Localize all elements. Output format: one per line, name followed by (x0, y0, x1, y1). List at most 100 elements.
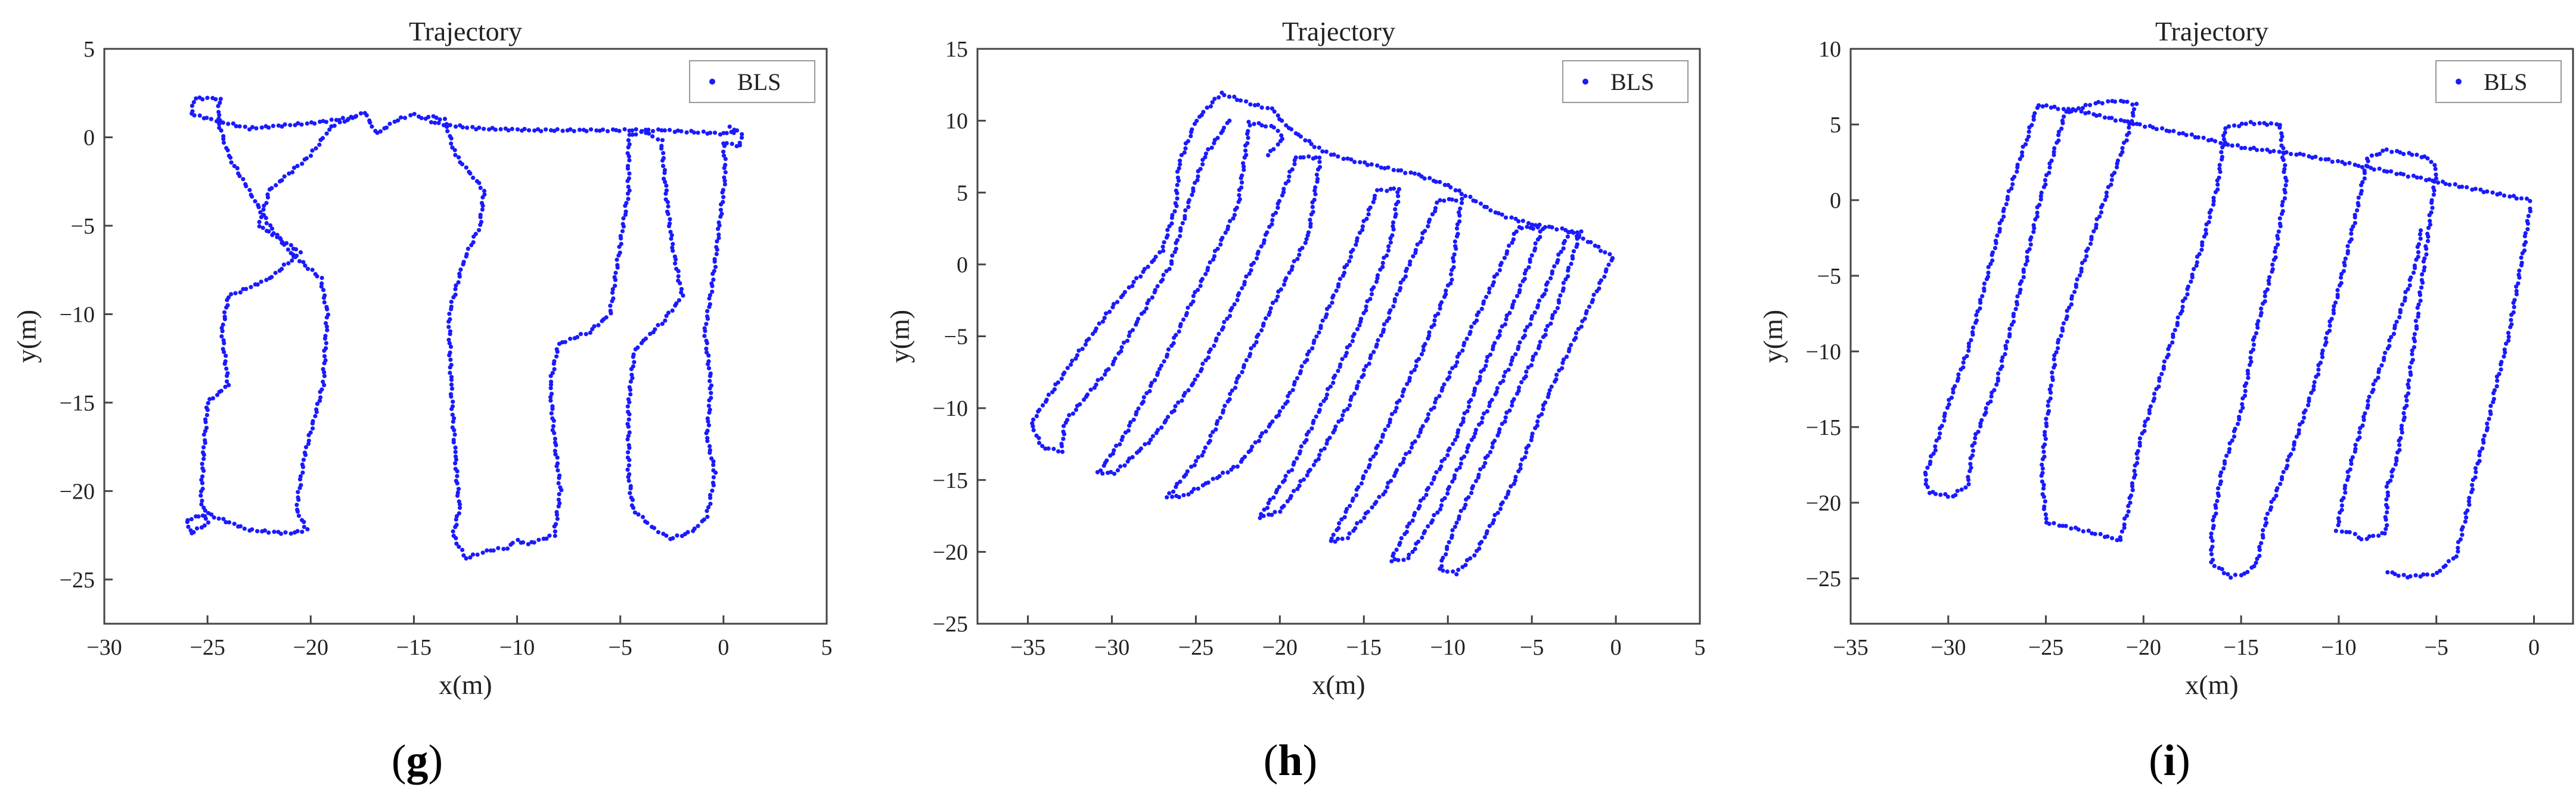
data-point (408, 113, 413, 117)
data-point (2044, 516, 2049, 521)
data-point (1271, 213, 1275, 217)
data-point (702, 517, 706, 522)
data-point (1293, 131, 1298, 136)
data-point (2281, 146, 2286, 151)
data-point (1267, 310, 1273, 315)
data-point (2383, 527, 2388, 531)
data-point (557, 501, 562, 506)
data-point (2056, 340, 2060, 345)
data-point (324, 315, 330, 320)
data-point (185, 519, 190, 524)
data-point (2143, 419, 2147, 424)
data-point (1333, 424, 1338, 429)
x-tick-label: −35 (1010, 635, 1045, 660)
data-point (1439, 388, 1444, 393)
data-point (426, 114, 431, 119)
data-point (2396, 573, 2401, 578)
data-point (1098, 468, 1103, 473)
data-point (199, 502, 204, 507)
data-point (2511, 300, 2516, 305)
data-point (1966, 482, 1971, 487)
y-tick-label: −20 (933, 540, 968, 565)
data-point (2216, 493, 2221, 498)
data-point (2119, 529, 2124, 534)
data-point (1277, 484, 1281, 489)
data-point (1526, 265, 1531, 270)
data-point (1331, 533, 1336, 537)
data-point (1136, 316, 1141, 321)
data-point (627, 446, 632, 450)
data-point (651, 525, 657, 530)
data-point (1212, 97, 1217, 101)
data-point (1344, 350, 1349, 356)
data-point (2283, 183, 2288, 188)
data-point (455, 481, 460, 486)
data-point (1126, 334, 1131, 338)
data-point (1514, 294, 1520, 298)
data-point (2323, 336, 2328, 341)
data-point (1984, 406, 1988, 411)
data-point (1591, 293, 1596, 297)
data-point (1200, 453, 1205, 458)
data-point (2221, 571, 2226, 575)
data-point (2431, 572, 2435, 577)
data-point (626, 197, 631, 201)
y-axis-label: y(m) (1758, 310, 1788, 363)
data-point (2209, 535, 2214, 540)
data-point (1095, 378, 1100, 382)
data-point (1371, 454, 1376, 459)
data-point (1994, 382, 1999, 387)
data-point (557, 473, 562, 478)
data-point (1566, 274, 1571, 279)
data-point (1381, 492, 1386, 497)
data-point (1379, 165, 1383, 170)
data-point (2251, 337, 2255, 343)
data-point (1113, 356, 1118, 361)
data-point (2294, 153, 2299, 157)
data-point (1203, 272, 1208, 276)
data-point (2255, 325, 2260, 330)
data-point (2041, 486, 2046, 491)
data-point (204, 405, 209, 410)
data-point (2039, 190, 2044, 195)
data-point (447, 341, 452, 346)
data-point (718, 132, 723, 137)
data-point (1194, 459, 1199, 463)
data-point (1279, 133, 1284, 138)
data-point (2280, 134, 2285, 139)
data-point (1284, 123, 1289, 128)
data-point (706, 359, 711, 364)
data-point (627, 128, 632, 133)
data-point (1450, 366, 1455, 371)
data-point (1275, 201, 1280, 206)
data-point (1183, 214, 1187, 219)
data-point (396, 118, 401, 123)
data-point (284, 241, 289, 245)
data-point (1221, 471, 1225, 475)
data-point (1297, 253, 1302, 257)
data-point (2015, 300, 2019, 304)
data-point (1481, 464, 1486, 469)
data-point (1497, 427, 1502, 432)
data-point (2050, 370, 2054, 375)
data-point (1458, 461, 1463, 466)
data-point (1386, 165, 1391, 170)
data-point (2206, 138, 2211, 143)
data-point (1300, 245, 1305, 250)
data-point (2074, 285, 2078, 290)
data-point (1481, 367, 1486, 372)
data-point (1100, 319, 1106, 324)
data-point (721, 150, 726, 154)
data-point (1183, 141, 1188, 146)
data-point (2064, 317, 2069, 322)
data-point (2459, 527, 2464, 532)
data-point (2339, 281, 2344, 285)
data-point (1523, 328, 1528, 333)
data-point (575, 335, 580, 340)
data-point (300, 161, 305, 166)
data-point (1340, 357, 1345, 362)
data-point (1403, 274, 1408, 279)
data-point (485, 548, 489, 553)
data-point (2376, 375, 2381, 380)
data-point (2294, 434, 2299, 439)
